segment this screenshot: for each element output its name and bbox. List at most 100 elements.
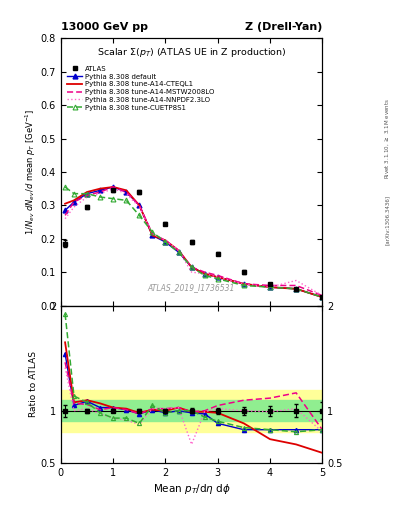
Pythia 8.308 tune-CUETP8S1 <box>163 239 168 245</box>
Pythia 8.308 tune-A14-MSTW2008LO <box>72 199 76 205</box>
Pythia 8.308 tune-A14-MSTW2008LO <box>63 212 68 219</box>
Pythia 8.308 tune-A14-CTEQL1 <box>294 286 299 292</box>
Pythia 8.308 tune-CUETP8S1 <box>320 294 325 300</box>
Pythia 8.308 default <box>189 264 194 270</box>
Pythia 8.308 tune-A14-CTEQL1 <box>150 232 155 239</box>
Pythia 8.308 default <box>124 189 129 195</box>
Pythia 8.308 tune-A14-NNPDF2.3LO <box>111 185 116 191</box>
Pythia 8.308 tune-A14-MSTW2008LO <box>150 231 155 237</box>
Pythia 8.308 default <box>72 199 76 205</box>
Pythia 8.308 tune-A14-NNPDF2.3LO <box>63 216 68 222</box>
Pythia 8.308 tune-A14-MSTW2008LO <box>294 283 299 289</box>
Pythia 8.308 tune-A14-MSTW2008LO <box>215 272 220 279</box>
Pythia 8.308 tune-A14-NNPDF2.3LO <box>202 271 207 277</box>
Pythia 8.308 tune-A14-NNPDF2.3LO <box>215 274 220 280</box>
Pythia 8.308 tune-A14-NNPDF2.3LO <box>163 238 168 244</box>
Text: Rivet 3.1.10, $\geq$ 3.1M events: Rivet 3.1.10, $\geq$ 3.1M events <box>383 98 391 179</box>
Pythia 8.308 tune-A14-MSTW2008LO <box>137 202 142 208</box>
Pythia 8.308 tune-A14-MSTW2008LO <box>320 292 325 298</box>
Pythia 8.308 tune-A14-NNPDF2.3LO <box>294 278 299 284</box>
Pythia 8.308 tune-A14-NNPDF2.3LO <box>137 204 142 210</box>
Pythia 8.308 default <box>215 274 220 280</box>
Pythia 8.308 tune-A14-CTEQL1 <box>137 202 142 208</box>
X-axis label: Mean $p_T$/d$\eta$ d$\phi$: Mean $p_T$/d$\eta$ d$\phi$ <box>152 482 231 497</box>
Pythia 8.308 tune-A14-MSTW2008LO <box>111 184 116 190</box>
Pythia 8.308 tune-CUETP8S1 <box>137 212 142 219</box>
Text: Z (Drell-Yan): Z (Drell-Yan) <box>245 22 322 32</box>
Pythia 8.308 tune-CUETP8S1 <box>72 190 76 197</box>
Pythia 8.308 tune-A14-NNPDF2.3LO <box>124 190 129 197</box>
Pythia 8.308 tune-A14-CTEQL1 <box>98 185 103 191</box>
Pythia 8.308 default <box>202 271 207 277</box>
Pythia 8.308 default <box>241 281 246 287</box>
Pythia 8.308 tune-CUETP8S1 <box>85 190 90 197</box>
Pythia 8.308 tune-CUETP8S1 <box>268 284 272 290</box>
Bar <box>61 400 322 421</box>
Pythia 8.308 tune-CUETP8S1 <box>241 283 246 289</box>
Pythia 8.308 tune-A14-CTEQL1 <box>85 189 90 195</box>
Pythia 8.308 tune-A14-MSTW2008LO <box>202 269 207 275</box>
Pythia 8.308 tune-A14-NNPDF2.3LO <box>320 292 325 298</box>
Pythia 8.308 tune-A14-CTEQL1 <box>241 281 246 287</box>
Pythia 8.308 tune-A14-NNPDF2.3LO <box>176 247 181 253</box>
Pythia 8.308 tune-CUETP8S1 <box>98 194 103 200</box>
Pythia 8.308 tune-A14-CTEQL1 <box>202 271 207 277</box>
Pythia 8.308 tune-A14-CTEQL1 <box>189 264 194 270</box>
Text: 13000 GeV pp: 13000 GeV pp <box>61 22 148 32</box>
Pythia 8.308 tune-A14-CTEQL1 <box>63 201 68 207</box>
Pythia 8.308 tune-CUETP8S1 <box>111 196 116 202</box>
Pythia 8.308 tune-A14-NNPDF2.3LO <box>85 194 90 200</box>
Pythia 8.308 tune-A14-CTEQL1 <box>124 187 129 194</box>
Pythia 8.308 default <box>294 286 299 292</box>
Pythia 8.308 tune-A14-MSTW2008LO <box>98 189 103 195</box>
Bar <box>61 390 322 432</box>
Pythia 8.308 tune-A14-CTEQL1 <box>111 184 116 190</box>
Pythia 8.308 tune-CUETP8S1 <box>176 249 181 255</box>
Pythia 8.308 tune-CUETP8S1 <box>124 197 129 203</box>
Pythia 8.308 default <box>98 187 103 194</box>
Pythia 8.308 default <box>268 284 272 290</box>
Y-axis label: $1/N_{ev}$ $dN_{ev}/d$ mean $p_T$ [GeV$^{-1}$]: $1/N_{ev}$ $dN_{ev}/d$ mean $p_T$ [GeV$^… <box>24 109 38 235</box>
Line: Pythia 8.308 default: Pythia 8.308 default <box>62 184 325 300</box>
Text: Scalar $\Sigma(p_T)$ (ATLAS UE in Z production): Scalar $\Sigma(p_T)$ (ATLAS UE in Z prod… <box>97 47 286 59</box>
Pythia 8.308 default <box>176 249 181 255</box>
Pythia 8.308 default <box>111 184 116 190</box>
Pythia 8.308 default <box>320 294 325 300</box>
Pythia 8.308 tune-A14-NNPDF2.3LO <box>150 231 155 237</box>
Pythia 8.308 tune-CUETP8S1 <box>215 276 220 282</box>
Pythia 8.308 tune-A14-CTEQL1 <box>72 197 76 203</box>
Legend: ATLAS, Pythia 8.308 default, Pythia 8.308 tune-A14-CTEQL1, Pythia 8.308 tune-A14: ATLAS, Pythia 8.308 default, Pythia 8.30… <box>67 66 215 111</box>
Line: Pythia 8.308 tune-A14-MSTW2008LO: Pythia 8.308 tune-A14-MSTW2008LO <box>65 187 322 295</box>
Line: Pythia 8.308 tune-CUETP8S1: Pythia 8.308 tune-CUETP8S1 <box>62 184 325 300</box>
Pythia 8.308 tune-A14-MSTW2008LO <box>176 247 181 253</box>
Pythia 8.308 tune-CUETP8S1 <box>202 272 207 279</box>
Pythia 8.308 tune-A14-NNPDF2.3LO <box>268 284 272 290</box>
Text: ATLAS_2019_I1736531: ATLAS_2019_I1736531 <box>148 283 235 292</box>
Pythia 8.308 tune-CUETP8S1 <box>63 184 68 190</box>
Y-axis label: Ratio to ATLAS: Ratio to ATLAS <box>29 351 38 417</box>
Pythia 8.308 tune-A14-MSTW2008LO <box>189 264 194 270</box>
Pythia 8.308 tune-A14-MSTW2008LO <box>85 193 90 199</box>
Pythia 8.308 tune-A14-MSTW2008LO <box>268 283 272 289</box>
Pythia 8.308 tune-A14-NNPDF2.3LO <box>241 281 246 287</box>
Text: [arXiv:1306.3436]: [arXiv:1306.3436] <box>385 195 389 245</box>
Pythia 8.308 tune-CUETP8S1 <box>150 229 155 235</box>
Pythia 8.308 tune-A14-NNPDF2.3LO <box>72 204 76 210</box>
Pythia 8.308 tune-A14-NNPDF2.3LO <box>98 190 103 197</box>
Pythia 8.308 tune-A14-MSTW2008LO <box>241 281 246 287</box>
Pythia 8.308 tune-CUETP8S1 <box>189 264 194 270</box>
Pythia 8.308 tune-CUETP8S1 <box>294 286 299 292</box>
Line: Pythia 8.308 tune-A14-NNPDF2.3LO: Pythia 8.308 tune-A14-NNPDF2.3LO <box>65 188 322 295</box>
Pythia 8.308 default <box>150 232 155 239</box>
Pythia 8.308 tune-A14-CTEQL1 <box>320 294 325 300</box>
Pythia 8.308 tune-A14-CTEQL1 <box>268 284 272 290</box>
Pythia 8.308 tune-A14-CTEQL1 <box>163 238 168 244</box>
Pythia 8.308 default <box>85 190 90 197</box>
Pythia 8.308 tune-A14-CTEQL1 <box>215 274 220 280</box>
Pythia 8.308 tune-A14-MSTW2008LO <box>124 189 129 195</box>
Pythia 8.308 tune-A14-MSTW2008LO <box>163 238 168 244</box>
Pythia 8.308 default <box>137 202 142 208</box>
Pythia 8.308 default <box>63 207 68 214</box>
Line: Pythia 8.308 tune-A14-CTEQL1: Pythia 8.308 tune-A14-CTEQL1 <box>65 187 322 297</box>
Pythia 8.308 default <box>163 239 168 245</box>
